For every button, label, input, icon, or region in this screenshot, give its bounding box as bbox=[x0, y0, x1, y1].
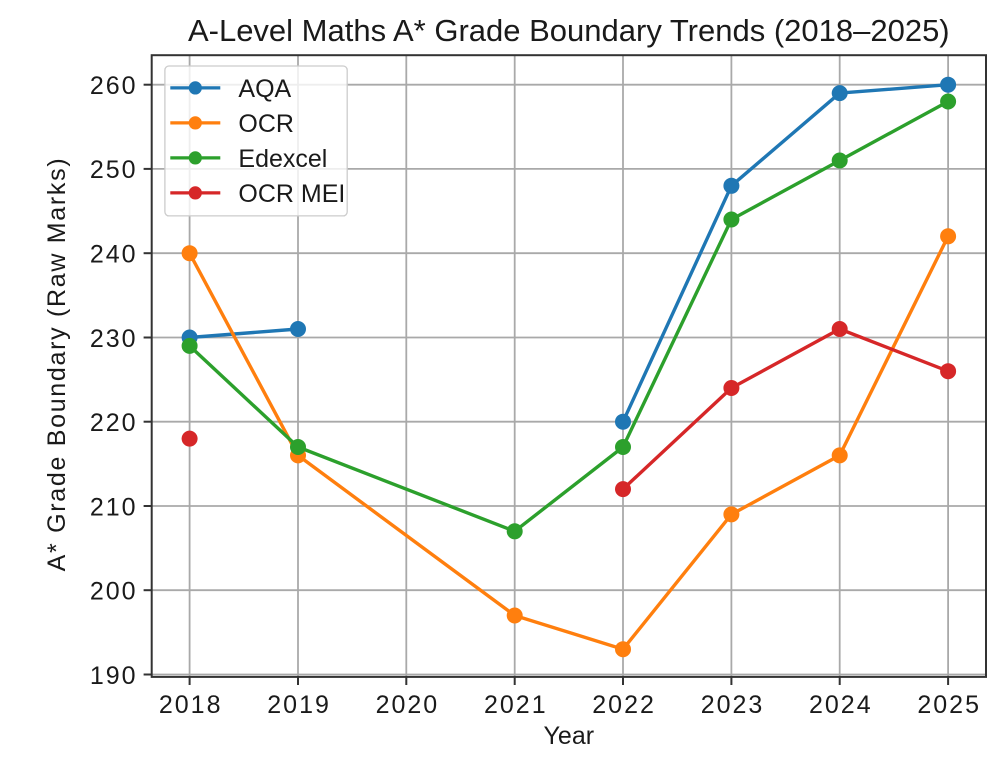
svg-text:260: 260 bbox=[90, 72, 138, 100]
svg-text:230: 230 bbox=[90, 325, 138, 353]
svg-text:250: 250 bbox=[90, 156, 138, 184]
svg-text:2019: 2019 bbox=[267, 691, 331, 719]
svg-text:210: 210 bbox=[90, 493, 138, 521]
svg-text:2022: 2022 bbox=[592, 691, 656, 719]
svg-text:OCR MEI: OCR MEI bbox=[238, 180, 345, 208]
svg-text:200: 200 bbox=[90, 578, 138, 606]
svg-text:2021: 2021 bbox=[484, 691, 548, 719]
svg-text:2020: 2020 bbox=[376, 691, 440, 719]
svg-text:2024: 2024 bbox=[809, 691, 873, 719]
svg-text:190: 190 bbox=[90, 662, 138, 690]
svg-text:220: 220 bbox=[90, 409, 138, 437]
svg-text:240: 240 bbox=[90, 241, 138, 269]
svg-text:A-Level Maths A* Grade Boundar: A-Level Maths A* Grade Boundary Trends (… bbox=[188, 13, 950, 48]
svg-text:OCR: OCR bbox=[238, 110, 294, 138]
svg-text:2025: 2025 bbox=[917, 691, 981, 719]
svg-text:Edexcel: Edexcel bbox=[238, 145, 327, 173]
svg-text:2023: 2023 bbox=[701, 691, 765, 719]
svg-text:A* Grade Boundary (Raw Marks): A* Grade Boundary (Raw Marks) bbox=[43, 157, 71, 572]
svg-text:Year: Year bbox=[544, 722, 595, 750]
svg-text:AQA: AQA bbox=[238, 75, 291, 103]
svg-text:2018: 2018 bbox=[159, 691, 223, 719]
